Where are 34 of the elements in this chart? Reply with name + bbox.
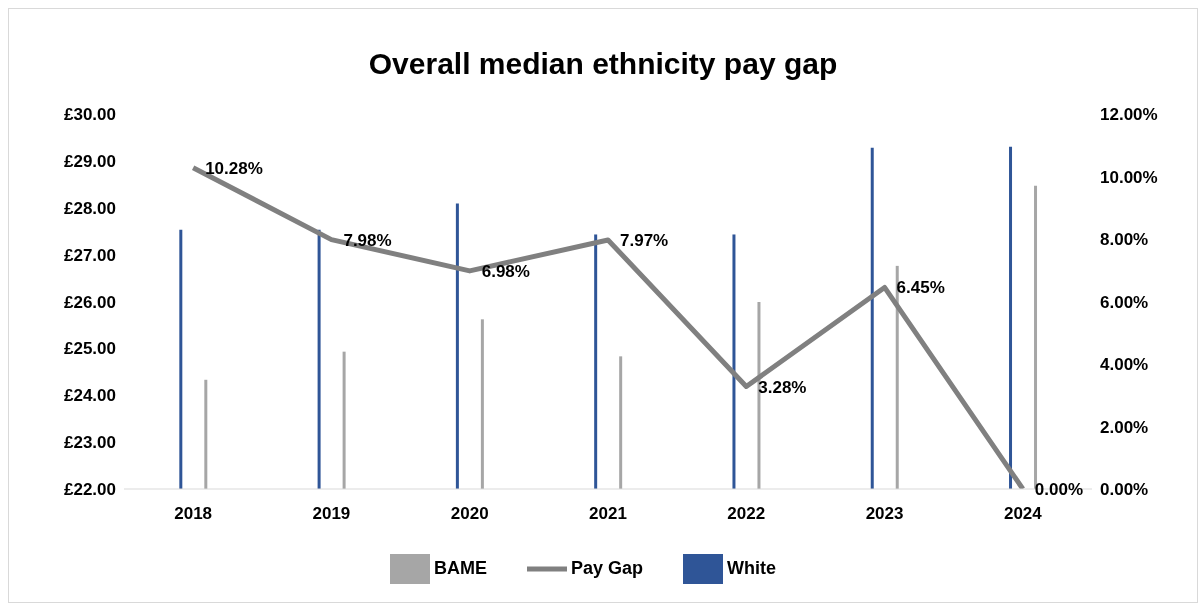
data-label: 6.98% — [481, 261, 530, 281]
y-tick-label: £26.00 — [64, 292, 116, 312]
y-tick-label: £22.00 — [64, 480, 116, 500]
legend-label: White — [727, 557, 777, 578]
y2-tick-label: 6.00% — [1100, 292, 1149, 312]
data-label: 3.28% — [758, 377, 807, 397]
x-tick-label: 2022 — [727, 504, 766, 524]
y2-tick-label: 12.00% — [1100, 105, 1158, 125]
y2-tick-label: 4.00% — [1100, 355, 1149, 375]
y-tick-label: £23.00 — [64, 433, 116, 453]
x-tick-label: 2023 — [865, 504, 904, 524]
data-label: 7.97% — [620, 230, 669, 250]
y2-tick-label: 10.00% — [1100, 167, 1158, 187]
y2-tick-label: 0.00% — [1100, 480, 1149, 500]
y2-tick-label: 2.00% — [1100, 417, 1149, 437]
x-tick-label: 2019 — [312, 504, 351, 524]
y-tick-label: £30.00 — [64, 105, 116, 125]
y-tick-label: £25.00 — [64, 339, 116, 359]
data-label: 6.45% — [896, 278, 945, 298]
data-label: 7.98% — [343, 230, 392, 250]
y-tick-label: £24.00 — [64, 386, 116, 406]
legend-label: BAME — [433, 557, 487, 578]
legend-label: Pay Gap — [570, 557, 644, 578]
y-tick-label: £28.00 — [64, 198, 116, 218]
chart-title: Overall median ethnicity pay gap — [367, 46, 839, 82]
y-tick-label: £27.00 — [64, 245, 116, 265]
y-tick-label: £29.00 — [64, 151, 116, 171]
x-tick-label: 2024 — [1003, 504, 1043, 524]
x-tick-label: 2021 — [589, 504, 627, 524]
y2-tick-label: 8.00% — [1100, 230, 1149, 250]
x-tick-label: 2020 — [450, 504, 489, 524]
data-label: 10.28% — [205, 158, 263, 178]
data-label: 0.00% — [1034, 480, 1084, 499]
x-tick-label: 2018 — [174, 504, 213, 524]
